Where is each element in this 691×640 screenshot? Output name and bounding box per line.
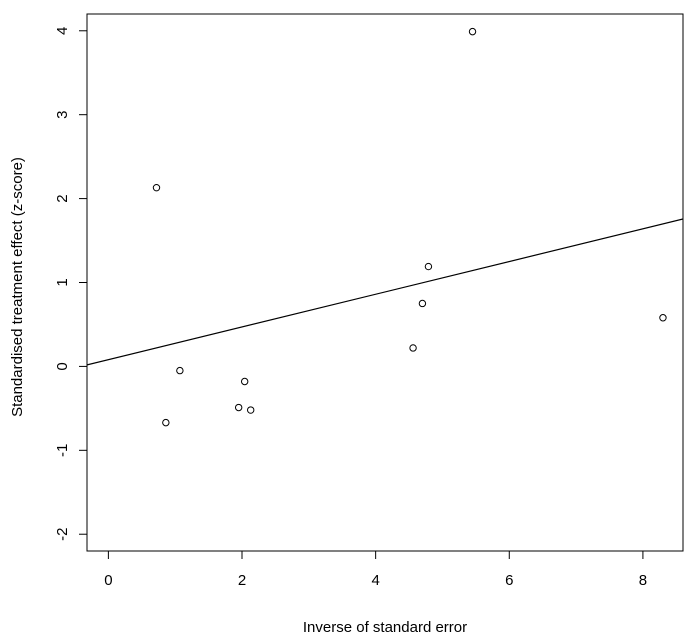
data-point [418, 299, 427, 308]
data-point [240, 377, 249, 386]
regression-line [87, 218, 683, 366]
y-tick-label: -2 [54, 528, 71, 541]
y-tick-label: 1 [54, 278, 71, 286]
data-point [152, 183, 161, 192]
x-axis: 0 2 4 6 8 [104, 550, 647, 589]
data-point [176, 366, 184, 375]
plot-layer [86, 13, 684, 552]
data-point [246, 406, 255, 414]
x-axis-label: Inverse of standard error [303, 619, 467, 636]
x-tick-label: 2 [238, 572, 246, 589]
x-tick-label: 4 [371, 572, 379, 589]
data-point [234, 403, 243, 412]
data-point [659, 314, 667, 322]
y-axis-label: Standardised treatment effect (z-score) [9, 157, 26, 417]
x-tick-label: 8 [639, 572, 647, 589]
y-tick-label: 0 [54, 362, 71, 370]
y-tick-label: -1 [54, 444, 71, 457]
plot-frame [86, 13, 684, 552]
data-point [424, 262, 433, 271]
y-tick-label: 3 [54, 111, 71, 119]
y-axis: -2 -1 0 1 2 3 4 [54, 27, 88, 541]
y-tick-label: 4 [54, 27, 71, 35]
data-point [409, 344, 417, 352]
data-point [162, 418, 170, 427]
y-tick-label: 2 [54, 194, 71, 202]
x-tick-label: 0 [104, 572, 112, 589]
x-tick-label: 6 [505, 572, 513, 589]
data-point [468, 27, 477, 36]
